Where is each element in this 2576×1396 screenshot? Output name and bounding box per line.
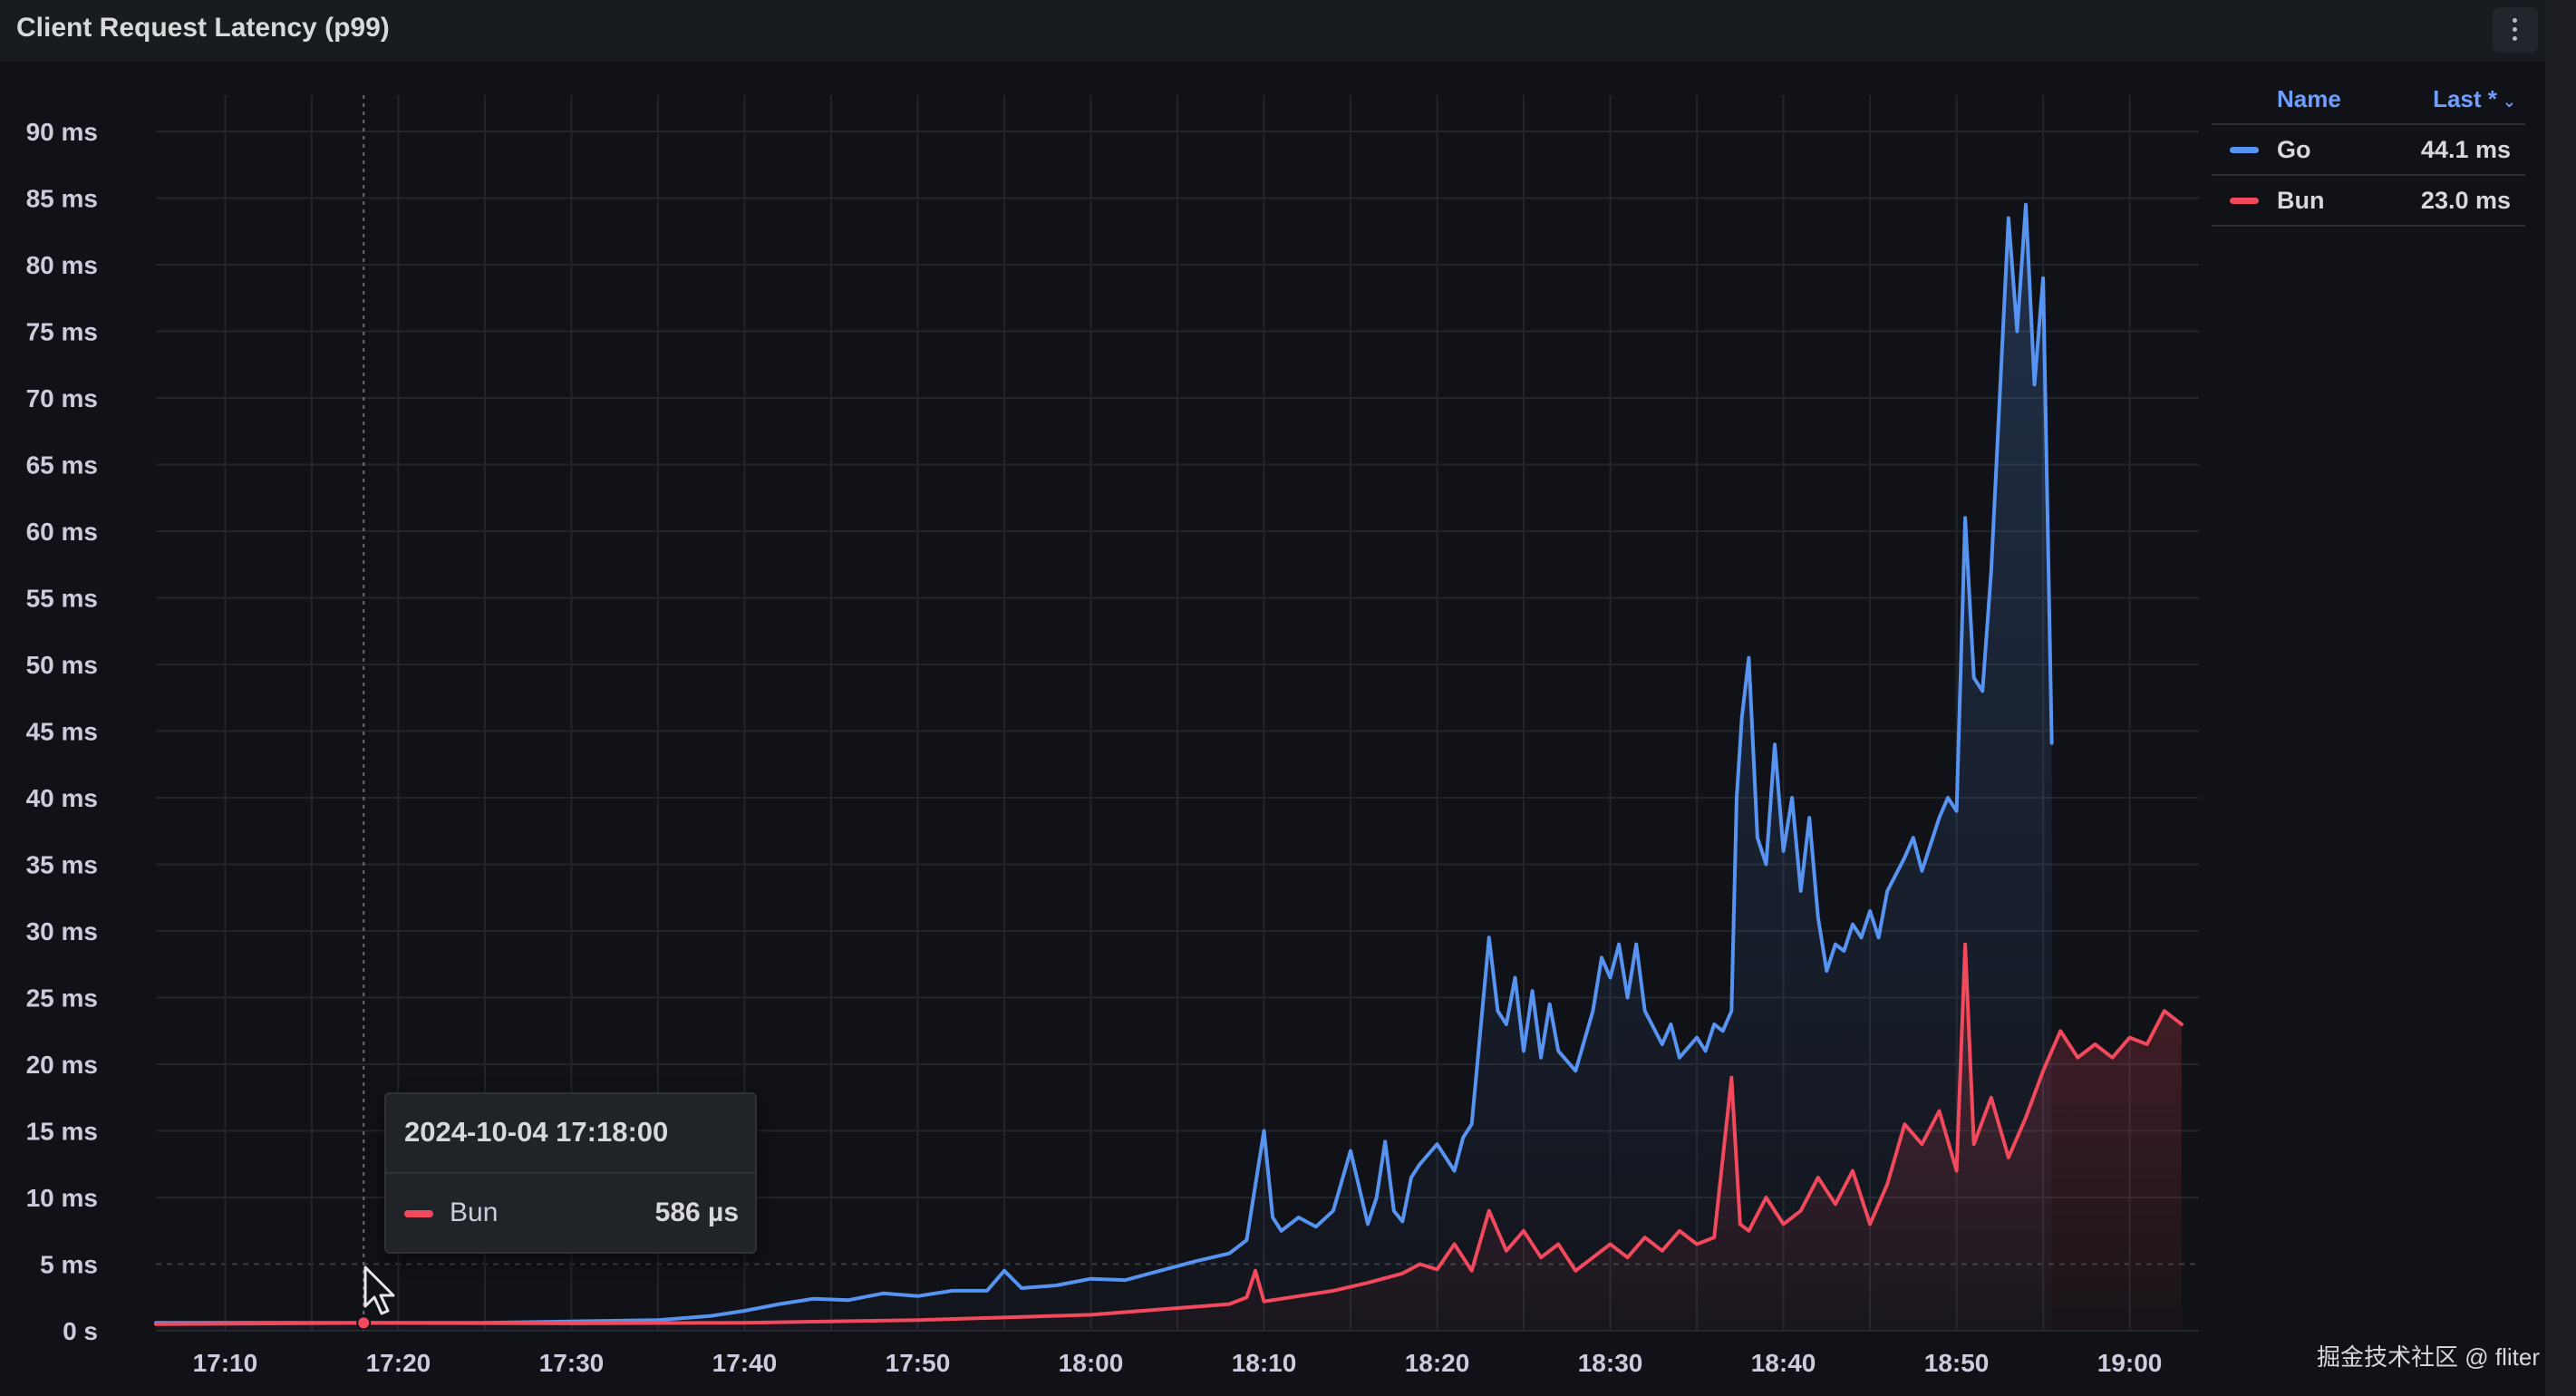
x-tick-label: 18:20 bbox=[1405, 1349, 1470, 1377]
tooltip-divider bbox=[386, 1172, 755, 1174]
y-tick-label: 45 ms bbox=[26, 718, 98, 746]
y-tick-label: 50 ms bbox=[26, 651, 98, 679]
x-tick-label: 17:30 bbox=[539, 1349, 605, 1377]
series-area-bun bbox=[156, 944, 2182, 1331]
axes: 0 s 5 ms 10 ms 15 ms 20 ms 25 ms 30 ms 35 ms 40 … bbox=[26, 118, 2163, 1377]
tooltip-series-name: Bun bbox=[450, 1197, 499, 1227]
panel-title: Client Request Latency (p99) bbox=[16, 13, 390, 43]
y-tick-label: 60 ms bbox=[26, 518, 98, 546]
y-tick-label: 30 ms bbox=[26, 917, 98, 945]
x-tick-label: 17:50 bbox=[886, 1349, 951, 1377]
y-tick-label: 85 ms bbox=[26, 185, 98, 213]
chevron-down-icon: ⌄ bbox=[2502, 92, 2516, 111]
legend-item-name: Go bbox=[2277, 136, 2311, 163]
legend-item-go[interactable]: Go 44.1 ms bbox=[2212, 125, 2525, 176]
y-tick-label: 15 ms bbox=[26, 1118, 98, 1146]
panel-edge bbox=[2545, 0, 2576, 1396]
tooltip-time: 2024-10-04 17:18:00 bbox=[404, 1116, 669, 1148]
x-tick-label: 17:40 bbox=[712, 1349, 778, 1377]
legend-header-last[interactable]: Last * ⌄ bbox=[2433, 85, 2516, 113]
y-tick-label: 90 ms bbox=[26, 118, 98, 146]
hover-marker bbox=[356, 95, 372, 1331]
watermark: 掘金技术社区 @ fliter bbox=[2317, 1343, 2540, 1371]
y-tick-label: 35 ms bbox=[26, 851, 98, 879]
legend-swatch-go bbox=[2230, 147, 2259, 153]
x-tick-label: 18:30 bbox=[1578, 1349, 1643, 1377]
series-areas bbox=[156, 204, 2182, 1331]
series-lines bbox=[154, 202, 2184, 1326]
x-tick-label: 19:00 bbox=[2097, 1349, 2163, 1377]
y-tick-label: 20 ms bbox=[26, 1051, 98, 1079]
mouse-cursor-icon bbox=[363, 1265, 395, 1315]
y-tick-label: 0 s bbox=[63, 1317, 98, 1345]
series-line-go bbox=[154, 202, 2054, 1325]
legend-item-name: Bun bbox=[2277, 187, 2325, 214]
legend-item-last: 44.1 ms bbox=[2420, 136, 2511, 163]
x-tick-label: 18:50 bbox=[1924, 1349, 1990, 1377]
tooltip-series-swatch bbox=[404, 1210, 433, 1217]
x-tick-label: 17:20 bbox=[366, 1349, 431, 1377]
kebab-menu-icon bbox=[2513, 18, 2518, 42]
legend-swatch-bun bbox=[2230, 198, 2259, 204]
x-tick-label: 17:10 bbox=[193, 1349, 258, 1377]
y-tick-label: 55 ms bbox=[26, 585, 98, 613]
legend-header: Name Last * ⌄ bbox=[2212, 73, 2525, 125]
panel-menu-button[interactable] bbox=[2493, 7, 2538, 53]
legend-table: Name Last * ⌄ Go 44.1 ms Bun 23.0 ms bbox=[2212, 73, 2525, 227]
y-tick-label: 70 ms bbox=[26, 384, 98, 412]
y-tick-label: 25 ms bbox=[26, 984, 98, 1013]
legend-item-bun[interactable]: Bun 23.0 ms bbox=[2212, 176, 2525, 227]
legend-header-name[interactable]: Name bbox=[2277, 85, 2341, 112]
x-tick-label: 18:40 bbox=[1751, 1349, 1816, 1377]
y-tick-label: 80 ms bbox=[26, 251, 98, 279]
hover-tooltip: 2024-10-04 17:18:00 Bun 586 µs bbox=[384, 1092, 757, 1254]
legend-header-last-label: Last * bbox=[2433, 85, 2497, 112]
y-tick-label: 65 ms bbox=[26, 451, 98, 480]
y-tick-label: 40 ms bbox=[26, 784, 98, 812]
hover-point bbox=[356, 1315, 372, 1331]
y-tick-label: 75 ms bbox=[26, 318, 98, 346]
x-tick-label: 18:10 bbox=[1232, 1349, 1297, 1377]
panel-header: Client Request Latency (p99) bbox=[0, 0, 2545, 62]
series-line-bun bbox=[154, 942, 2184, 1326]
x-tick-label: 18:00 bbox=[1059, 1349, 1124, 1377]
y-tick-label: 5 ms bbox=[40, 1251, 98, 1279]
legend-item-last: 23.0 ms bbox=[2420, 187, 2511, 214]
tooltip-value: 586 µs bbox=[654, 1197, 739, 1227]
y-tick-label: 10 ms bbox=[26, 1184, 98, 1212]
